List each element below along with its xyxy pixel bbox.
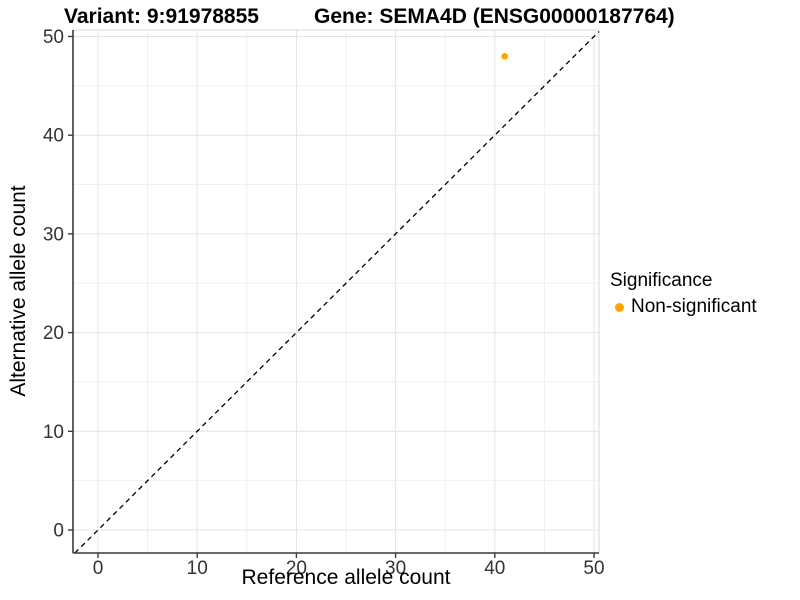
y-tick-label: 20 [43, 323, 64, 344]
plot-title: Variant: 9:91978855 Gene: SEMA4D (ENSG00… [0, 5, 800, 29]
y-axis-title: Alternative allele count [7, 185, 30, 397]
y-tick-label: 50 [43, 27, 64, 48]
x-tick-label: 10 [187, 558, 208, 579]
panel-background [72, 29, 600, 554]
legend: Significance Non-significant [610, 270, 757, 318]
identity-line [74, 31, 600, 554]
legend-entry: Non-significant [615, 296, 757, 318]
y-tick-label: 30 [43, 224, 64, 245]
x-tick-label: 20 [286, 558, 307, 579]
y-tick-label: 40 [43, 126, 64, 147]
gene-title: Gene: SEMA4D (ENSG00000187764) [314, 5, 675, 28]
x-axis-title: Reference allele count [241, 566, 451, 589]
y-tick-label: 10 [43, 422, 64, 443]
legend-title: Significance [610, 270, 713, 291]
legend-entry-label: Non-significant [631, 296, 757, 317]
variant-title: Variant: 9:91978855 [64, 5, 259, 28]
x-tick-label: 40 [484, 558, 505, 579]
x-tick-label: 50 [583, 558, 604, 579]
data-point [501, 52, 509, 60]
y-tick-label: 0 [53, 521, 64, 542]
x-tick-label: 0 [93, 558, 104, 579]
legend-point-icon [615, 302, 624, 312]
x-tick-label: 30 [385, 558, 406, 579]
